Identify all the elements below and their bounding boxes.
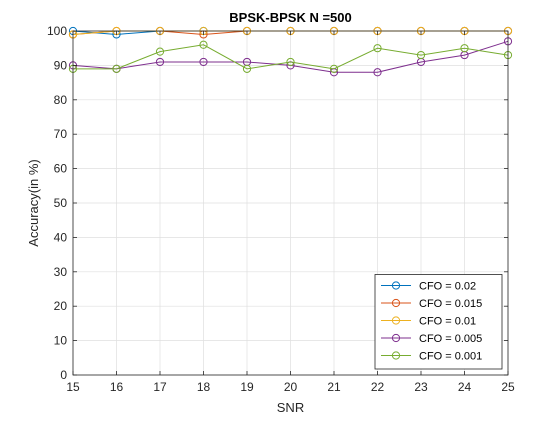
- y-tick-label: 0: [60, 368, 67, 382]
- series-cfo-0-001: [68, 40, 513, 73]
- y-axis-label: Accuracy(in %): [26, 159, 41, 246]
- legend-label: CFO = 0.01: [419, 316, 476, 328]
- x-tick-label: 23: [414, 380, 428, 394]
- data-point: [416, 50, 426, 60]
- x-tick-label: 17: [153, 380, 167, 394]
- legend-label: CFO = 0.015: [419, 298, 482, 310]
- data-point: [373, 68, 382, 77]
- y-tick-label: 10: [54, 334, 68, 348]
- x-axis-label: SNR: [277, 400, 304, 415]
- legend-item: CFO = 0.01: [381, 316, 476, 328]
- legend-marker: [391, 281, 401, 290]
- legend-marker: [391, 298, 401, 308]
- x-tick-label: 22: [371, 380, 385, 394]
- y-tick-label: 80: [54, 93, 68, 107]
- ticks: 15 16 17 18 19 20 21 22 23 24 25 0 10 20 30 40 50 60 70 80 9…: [47, 24, 515, 394]
- legend-label: CFO = 0.001: [419, 351, 482, 363]
- data-point: [460, 44, 469, 53]
- legend-item: CFO = 0.015: [381, 298, 482, 310]
- data-point: [286, 57, 295, 67]
- data-point: [112, 64, 121, 73]
- legend-label: CFO = 0.005: [419, 333, 482, 345]
- x-tick-label: 20: [284, 380, 298, 394]
- series-line: [73, 44, 509, 70]
- y-tick-label: 100: [47, 24, 67, 38]
- legend-marker: [391, 333, 401, 343]
- legend-marker: [391, 316, 401, 325]
- data-point: [155, 47, 165, 56]
- x-tick-label: 15: [66, 380, 80, 394]
- y-tick-label: 70: [54, 127, 68, 141]
- y-tick-label: 50: [54, 196, 68, 210]
- y-tick-label: 60: [54, 162, 68, 176]
- x-tick-label: 21: [327, 380, 341, 394]
- x-tick-label: 24: [458, 380, 472, 394]
- chart-title: BPSK-BPSK N =500: [229, 10, 351, 25]
- x-tick-label: 19: [240, 380, 254, 394]
- x-tick-label: 16: [110, 380, 124, 394]
- y-tick-label: 20: [54, 299, 68, 313]
- data-point: [155, 57, 165, 67]
- data-point: [242, 64, 252, 73]
- data-point: [373, 44, 382, 53]
- x-tick-label: 18: [197, 380, 211, 394]
- legend-item: CFO = 0.001: [381, 351, 482, 363]
- legend-label: CFO = 0.02: [419, 281, 476, 293]
- y-tick-label: 90: [54, 58, 68, 72]
- y-tick-label: 30: [54, 265, 68, 279]
- y-tick-label: 40: [54, 230, 68, 244]
- data-point: [199, 57, 208, 67]
- legend-marker: [391, 351, 401, 360]
- x-tick-label: 25: [501, 380, 515, 394]
- legend-item: CFO = 0.005: [381, 333, 482, 345]
- data-point: [199, 40, 208, 49]
- legend: CFO = 0.02 CFO = 0.015 CFO = 0.01 CFO = 0.0…: [374, 274, 503, 370]
- data-point: [329, 64, 339, 73]
- legend-item: CFO = 0.02: [381, 281, 476, 293]
- legend-box: [374, 274, 503, 370]
